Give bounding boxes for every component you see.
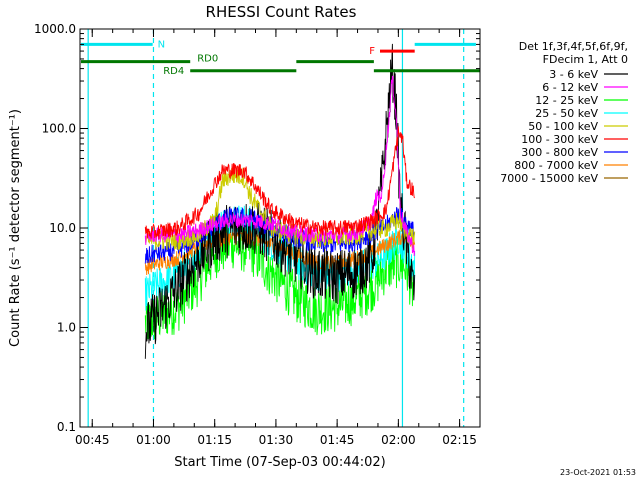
axis-ticks: 0.1 1.0 10.0 100.0 1000.0 00:45 01:00 01:15 01:3… xyxy=(34,22,481,447)
footer-date: 23-Oct-2021 01:53 xyxy=(560,468,636,477)
annotation-label: N xyxy=(158,39,165,50)
series-line xyxy=(144,75,416,257)
x-tick-label: 02:15 xyxy=(442,433,477,447)
legend-item-label: 6 - 12 keV xyxy=(542,81,598,94)
legend-item-label: 800 - 7000 keV xyxy=(514,159,598,172)
legend-item-label: 25 - 50 keV xyxy=(535,107,598,120)
y-tick-label: 1.0 xyxy=(57,321,76,335)
annotation-label: RD0 xyxy=(197,54,218,65)
y-tick-label: 0.1 xyxy=(57,420,76,434)
x-tick-label: 01:00 xyxy=(136,433,171,447)
legend: Det 1f,3f,4f,5f,6f,9f, FDecim 1, Att 0 3… xyxy=(500,40,628,185)
legend-item-label: 100 - 300 keV xyxy=(521,133,598,146)
legend-header-line-2: FDecim 1, Att 0 xyxy=(543,53,628,66)
annotation-label: RD4 xyxy=(163,66,184,77)
y-tick-label: 10.0 xyxy=(49,221,76,235)
y-axis-label: Count Rate (s⁻¹ detector segment⁻¹) xyxy=(8,109,23,347)
x-tick-label: 02:00 xyxy=(381,433,416,447)
legend-header-line-1: Det 1f,3f,4f,5f,6f,9f, xyxy=(519,40,628,53)
x-tick-label: 00:45 xyxy=(75,433,110,447)
y-tick-label: 100.0 xyxy=(42,122,76,136)
annotation-label: F xyxy=(369,46,375,57)
series-group xyxy=(144,43,416,359)
legend-item-label: 300 - 800 keV xyxy=(521,146,598,159)
x-tick-label: 01:15 xyxy=(197,433,232,447)
legend-item-label: 12 - 25 keV xyxy=(535,94,598,107)
annotation-group: N F RD0 RD4 xyxy=(81,39,480,77)
x-axis-label: Start Time (07-Sep-03 00:44:02) xyxy=(174,455,385,470)
legend-item-label: 3 - 6 keV xyxy=(549,68,598,81)
series-line xyxy=(144,166,416,251)
chart-title: RHESSI Count Rates xyxy=(206,3,357,21)
x-tick-label: 01:45 xyxy=(320,433,355,447)
y-tick-label: 1000.0 xyxy=(34,22,76,36)
series-line xyxy=(144,126,415,240)
legend-item-label: 50 - 100 keV xyxy=(528,120,598,133)
legend-item-label: 7000 - 15000 keV xyxy=(500,172,598,185)
x-tick-label: 01:30 xyxy=(259,433,294,447)
